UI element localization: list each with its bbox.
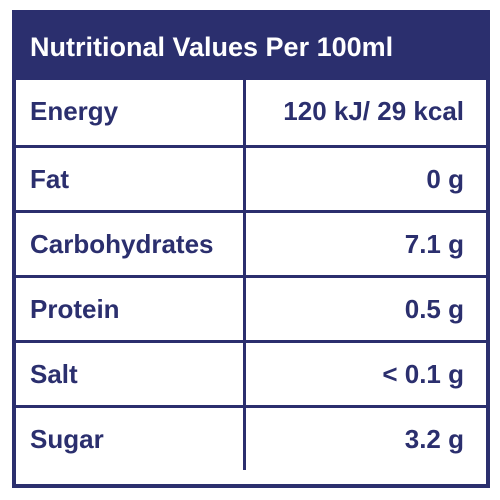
table-row: Energy 120 kJ/ 29 kcal xyxy=(16,80,486,145)
nutrient-name: Carbohydrates xyxy=(30,229,214,259)
nutrition-table: Nutritional Values Per 100ml Energy 120 k… xyxy=(12,10,490,488)
table-row: Sugar 3.2 g xyxy=(16,405,486,470)
column-divider xyxy=(243,148,246,210)
table-row: Protein 0.5 g xyxy=(16,275,486,340)
table-body: Energy 120 kJ/ 29 kcal Fat 0 g Carbohydrates… xyxy=(16,80,486,470)
nutrient-name: Salt xyxy=(30,359,78,389)
table-row: Fat 0 g xyxy=(16,145,486,210)
nutrient-value: 0.5 g xyxy=(404,294,464,324)
nutrient-value: 7.1 g xyxy=(404,229,464,259)
nutrient-value: 120 kJ/ 29 kcal xyxy=(283,96,464,126)
nutrient-name: Fat xyxy=(30,164,69,194)
nutrient-name: Energy xyxy=(30,96,119,126)
column-divider xyxy=(243,343,246,405)
column-divider xyxy=(243,213,246,275)
nutrient-name: Sugar xyxy=(30,424,104,454)
nutrient-value: 0 g xyxy=(426,164,464,194)
column-divider xyxy=(243,278,246,340)
nutrient-name: Protein xyxy=(30,294,120,324)
table-row: Salt < 0.1 g xyxy=(16,340,486,405)
column-divider xyxy=(243,80,246,145)
column-divider xyxy=(243,408,246,470)
table-title: Nutritional Values Per 100ml xyxy=(16,14,486,80)
nutrient-value: < 0.1 g xyxy=(382,359,464,389)
table-row: Carbohydrates 7.1 g xyxy=(16,210,486,275)
nutrient-value: 3.2 g xyxy=(404,424,464,454)
